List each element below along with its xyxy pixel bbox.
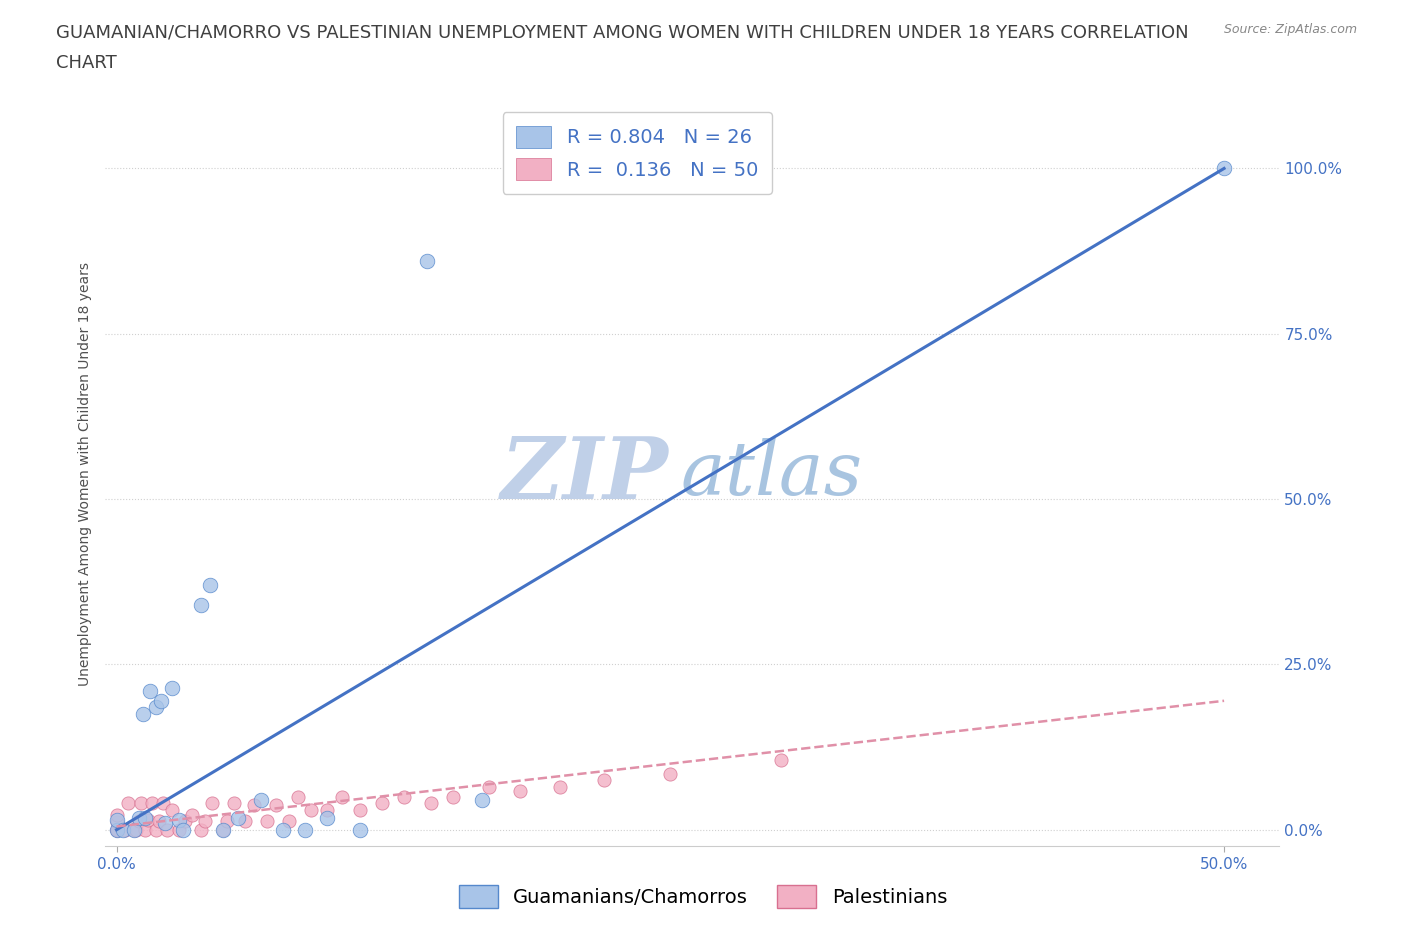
Point [114,822,136,837]
Point [217,813,239,828]
Point [105,822,128,837]
Point [659,766,682,781]
Point [105,813,128,828]
Point [172,822,194,837]
Point [478,779,501,794]
Point [145,700,167,715]
Text: CHART: CHART [56,54,117,72]
Point [128,813,150,828]
Point [148,813,170,828]
Point [548,779,571,794]
Y-axis label: Unemployment Among Women with Children Under 18 years: Unemployment Among Women with Children U… [79,262,93,686]
Point [122,822,145,837]
Point [278,813,301,828]
Point [420,796,443,811]
Point [117,796,139,811]
Point [134,822,156,837]
Point [316,803,339,817]
Point [160,680,183,695]
Point [112,822,135,837]
Point [198,578,221,592]
Point [122,822,145,837]
Point [349,822,371,837]
Point [155,816,177,830]
Point [105,822,128,837]
Point [349,803,371,817]
Point [105,822,128,837]
Point [1213,161,1236,176]
Point [211,822,233,837]
Point [233,813,256,828]
Point [167,813,190,828]
Point [271,822,294,837]
Point [256,813,278,828]
Point [152,796,174,811]
Legend: Guamanians/Chamorros, Palestinians: Guamanians/Chamorros, Palestinians [451,878,955,916]
Point [249,792,271,807]
Point [332,790,354,804]
Point [105,808,128,823]
Point [145,822,167,837]
Text: ZIP: ZIP [501,432,669,516]
Point [129,796,152,811]
Point [770,753,793,768]
Point [128,810,150,825]
Point [190,822,212,837]
Point [294,822,316,837]
Point [190,597,212,612]
Point [194,813,217,828]
Point [105,815,128,830]
Point [180,808,202,823]
Point [105,822,128,837]
Text: atlas: atlas [681,438,863,511]
Point [134,810,156,825]
Point [509,784,531,799]
Point [394,790,416,804]
Point [415,254,437,269]
Point [105,822,128,837]
Point [132,707,155,722]
Point [211,822,233,837]
Point [471,792,494,807]
Point [141,796,163,811]
Point [228,810,250,825]
Point [139,684,162,698]
Text: Source: ZipAtlas.com: Source: ZipAtlas.com [1223,23,1357,36]
Legend: R = 0.804   N = 26, R =  0.136   N = 50: R = 0.804 N = 26, R = 0.136 N = 50 [502,112,772,193]
Point [316,810,339,825]
Point [371,796,394,811]
Point [105,822,128,837]
Point [592,773,614,788]
Point [125,822,148,837]
Point [222,796,245,811]
Point [301,803,323,817]
Point [156,822,179,837]
Point [174,813,197,828]
Point [441,790,464,804]
Point [264,797,287,812]
Point [160,803,183,817]
Point [287,790,309,804]
Point [136,813,159,828]
Point [149,694,172,709]
Point [167,822,190,837]
Point [243,797,266,812]
Point [201,796,224,811]
Text: GUAMANIAN/CHAMORRO VS PALESTINIAN UNEMPLOYMENT AMONG WOMEN WITH CHILDREN UNDER 1: GUAMANIAN/CHAMORRO VS PALESTINIAN UNEMPL… [56,23,1189,41]
